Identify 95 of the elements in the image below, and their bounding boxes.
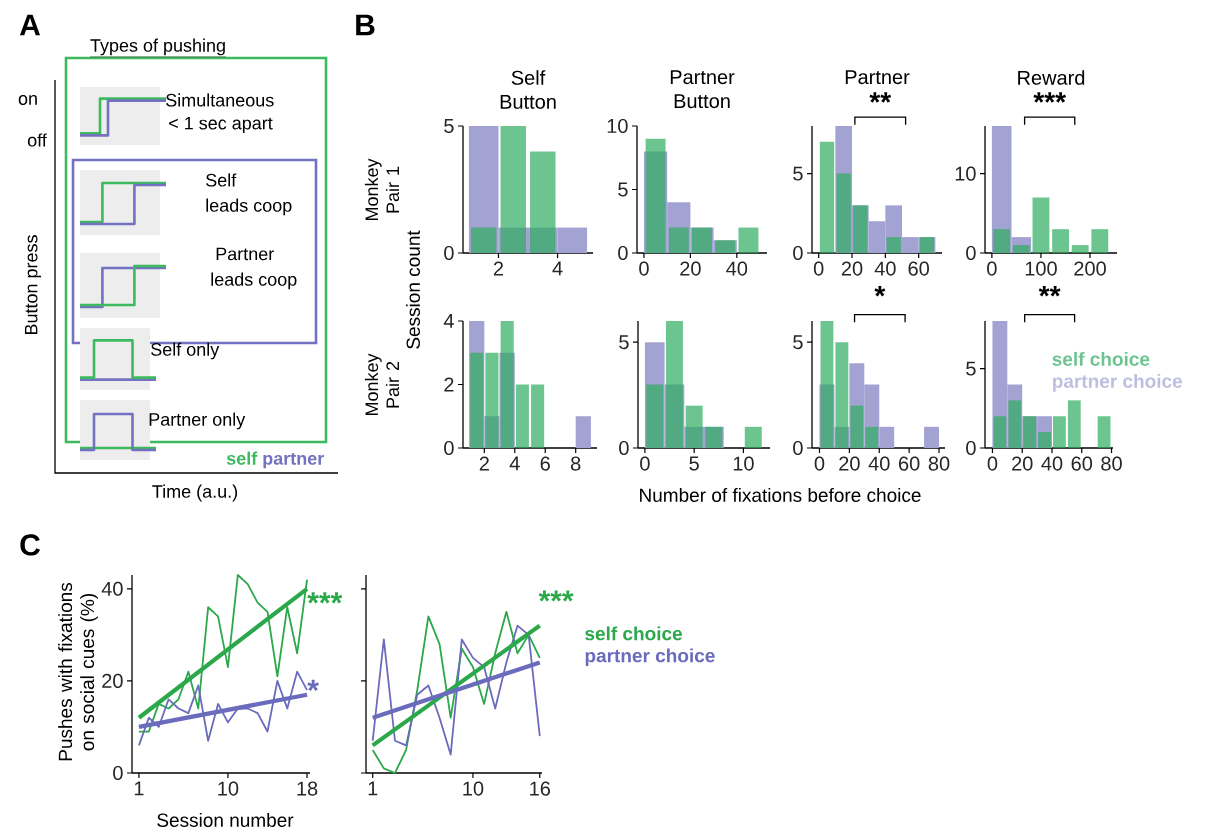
x-tick-label: 4 (552, 261, 563, 276)
text: Monkey Pair 2 (364, 353, 400, 416)
legend-label: self (226, 451, 258, 465)
x-tick-label: 60 (1071, 456, 1093, 471)
x-tick-label: 60 (899, 456, 920, 471)
x-tick-label: 0 (987, 261, 997, 276)
text: Button press (24, 235, 42, 335)
x-tick-label: 80 (928, 456, 950, 471)
text: leads coop (206, 198, 292, 216)
x-tick-label: 5 (689, 456, 699, 471)
y-tick-label: 0 (966, 245, 976, 261)
x-tick-label: 8 (570, 456, 581, 471)
x-tick-label: 16 (530, 781, 551, 796)
x-axis-title: Session number (157, 813, 294, 827)
y-tick-label: 5 (619, 335, 629, 350)
x-tick-label: 2 (493, 261, 504, 276)
text: leads coop (211, 272, 297, 290)
text: partner choice (585, 648, 715, 667)
x-tick-label: 40 (1041, 456, 1063, 471)
x-tick-label: 18 (297, 781, 318, 796)
x-tick-label: 0 (987, 456, 998, 471)
text: Number of fixations before choice (640, 488, 921, 502)
y-tick-label: 10 (955, 166, 976, 181)
y-tick-label: 5 (618, 182, 628, 197)
chart-title: Partner (845, 70, 910, 85)
x-tick-label: 20 (680, 261, 701, 276)
y-tick-label: 0 (966, 440, 976, 456)
x-tick-label: 4 (509, 456, 520, 471)
y-tick-label: 0 (444, 440, 454, 456)
x-tick-label: 20 (1012, 456, 1033, 471)
x-tick-label: 10 (463, 781, 484, 796)
y-tick-label: 0 (113, 765, 123, 781)
y-tick-label: 0 (618, 245, 628, 261)
y-tick-label: 0 (619, 440, 629, 456)
x-tick-label: 20 (841, 261, 863, 276)
text: Self (206, 173, 237, 187)
text: ** (869, 92, 892, 103)
y-tick-label: 4 (443, 314, 454, 328)
series-label: partner choice (1053, 373, 1183, 392)
text: Session count (406, 230, 420, 349)
x-tick-label: 10 (218, 781, 239, 796)
x-tick-label: 2 (479, 456, 489, 471)
text: B (356, 14, 375, 36)
annotation: *** (307, 592, 343, 604)
x-tick-label: 0 (814, 456, 825, 471)
y-tick-label: 40 (101, 581, 123, 596)
chart-title: Reward (1018, 70, 1085, 85)
x-tick-label: 1 (134, 781, 144, 796)
text: C (20, 534, 41, 556)
annotation: *** (538, 590, 574, 602)
text: * (874, 285, 886, 297)
x-tick-label: 6 (540, 456, 550, 471)
y-tick-label: 0 (793, 245, 803, 261)
x-tick-label: 40 (868, 456, 890, 471)
text: on (18, 95, 37, 105)
x-tick-label: 200 (1074, 261, 1106, 276)
y-axis-title: Pushes with fixations on social cues (%) (58, 582, 98, 761)
x-tick-label: 80 (1101, 456, 1122, 471)
x-tick-label: 0 (640, 456, 650, 471)
text: Partner only (149, 412, 246, 430)
text: ** (1038, 285, 1061, 297)
x-tick-label: 0 (639, 261, 649, 276)
text: A (19, 14, 41, 36)
y-tick-label: 0 (793, 440, 803, 456)
text: Partner (216, 247, 274, 261)
text: Simultaneous (166, 93, 274, 107)
x-tick-label: 40 (874, 261, 896, 276)
x-tick-label: 60 (908, 261, 929, 276)
y-tick-label: 2 (444, 377, 454, 392)
text: Monkey Pair 1 (364, 158, 400, 221)
x-tick-label: 1 (368, 781, 378, 796)
y-tick-label: 5 (444, 119, 454, 133)
y-tick-label: 10 (607, 118, 628, 134)
x-tick-label: 0 (813, 261, 824, 276)
x-tick-label: 40 (726, 261, 748, 276)
text: off (27, 133, 47, 147)
y-tick-label: 5 (793, 335, 803, 350)
text: Self only (151, 342, 220, 360)
x-tick-label: 10 (733, 456, 754, 471)
legend-label: partner (263, 452, 324, 469)
y-tick-label: 20 (102, 673, 123, 688)
y-tick-label: 5 (966, 361, 976, 376)
text: self choice (585, 626, 682, 641)
text: Types of pushing (90, 38, 225, 56)
x-tick-label: 100 (1025, 261, 1057, 276)
text: Time (a.u.) (152, 484, 238, 502)
series-label: self choice (1052, 351, 1150, 366)
annotation: * (307, 679, 319, 691)
y-tick-label: 0 (444, 245, 454, 261)
text: < 1 sec apart (169, 116, 273, 134)
text: *** (1033, 92, 1066, 103)
y-tick-label: 5 (793, 166, 803, 181)
x-tick-label: 20 (839, 456, 860, 471)
chart-title: Self Button (500, 70, 556, 109)
chart-title: Partner Button (670, 70, 735, 109)
